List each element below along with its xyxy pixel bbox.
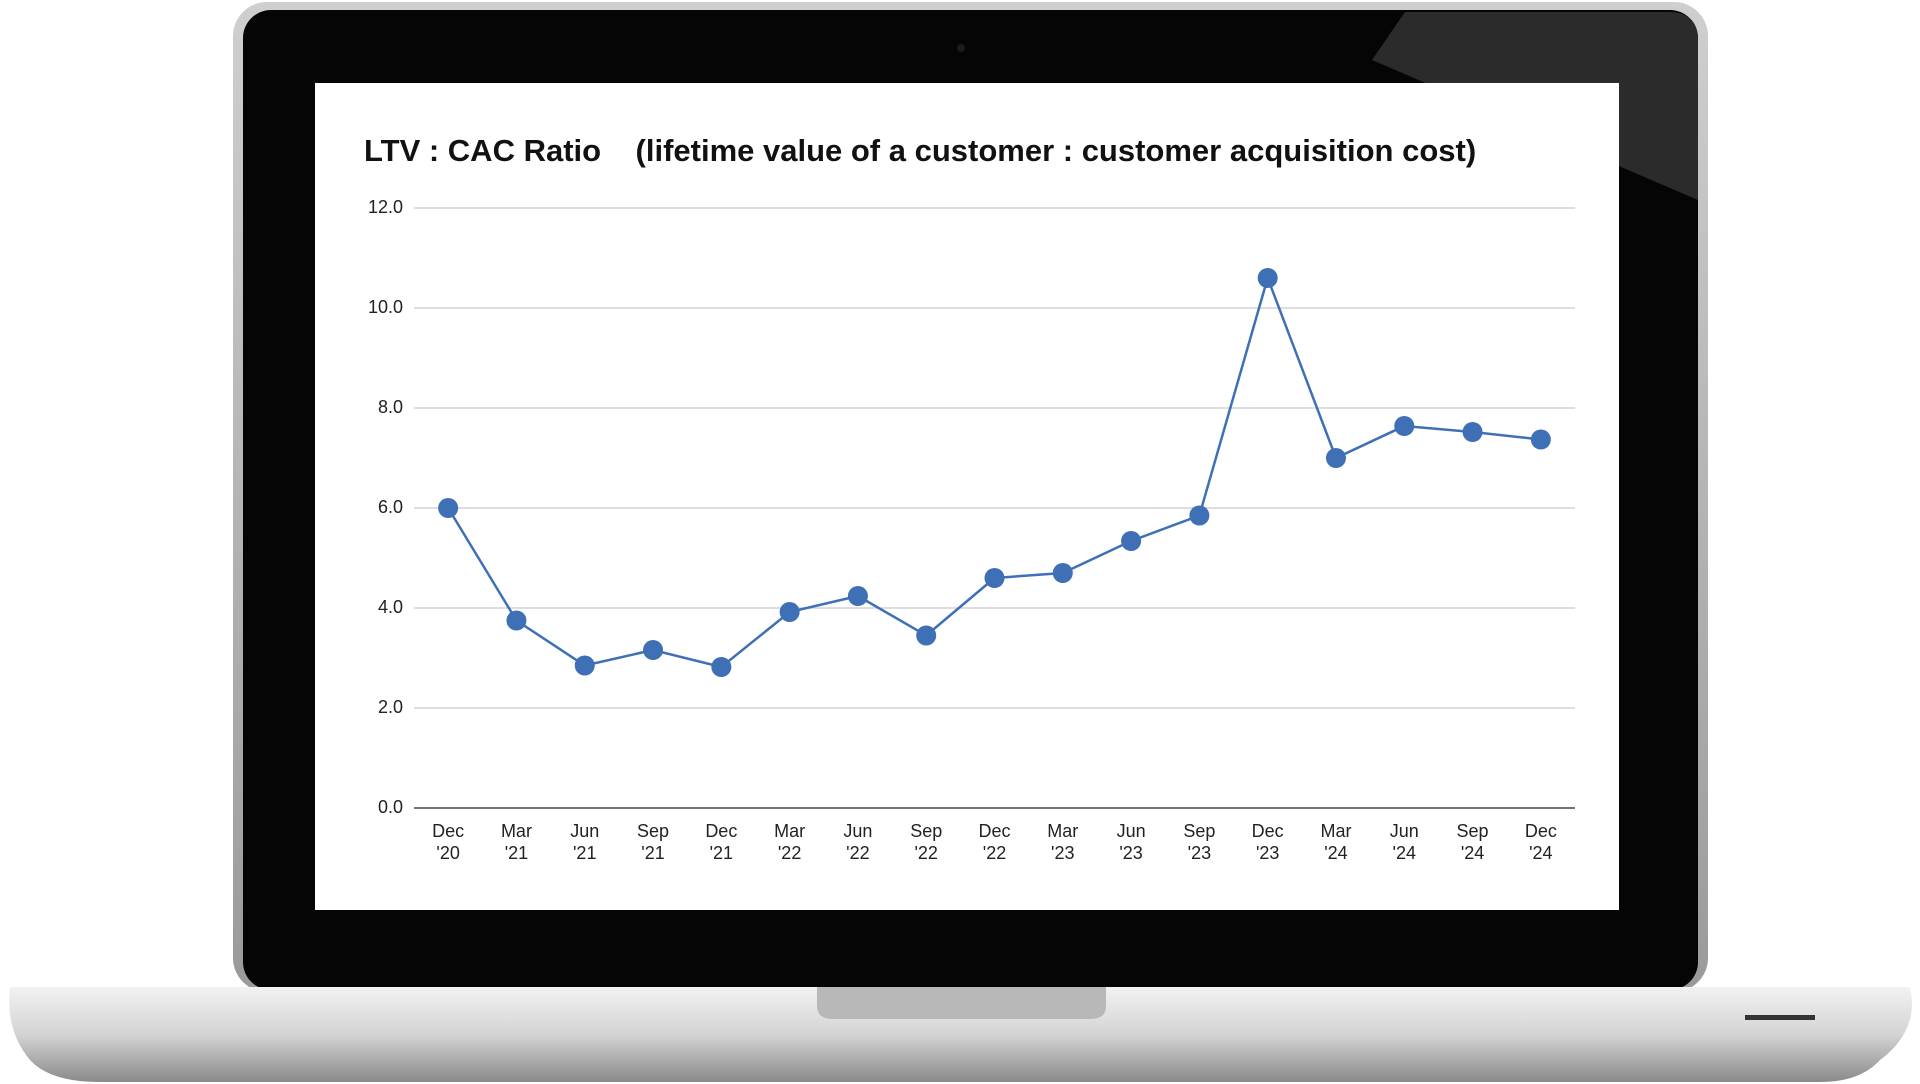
x-tick-label-line: Jun <box>570 821 599 841</box>
x-tick-label-line: Dec <box>978 821 1010 841</box>
x-tick-label-line: Dec <box>432 821 464 841</box>
data-point <box>574 655 595 676</box>
x-tick-label-line: Mar <box>501 821 532 841</box>
data-point <box>506 610 527 631</box>
x-tick-label: Dec '23 <box>1252 821 1284 863</box>
y-tick-label: 6.0 <box>378 497 403 517</box>
data-point <box>1530 429 1551 450</box>
x-tick-label: Dec '24 <box>1525 821 1557 863</box>
data-point <box>711 657 732 677</box>
y-tick-label: 12.0 <box>368 197 403 217</box>
x-tick-label-line: Sep <box>637 821 669 841</box>
x-tick-label: Sep '22 <box>910 821 942 863</box>
y-tick-label: 0.0 <box>378 797 403 817</box>
x-tick-label-line: '21 <box>505 843 528 863</box>
x-tick-label-line: '21 <box>641 843 664 863</box>
notch <box>817 987 1106 1019</box>
x-tick-label-line: Jun <box>843 821 872 841</box>
x-tick-label-line: '21 <box>710 843 733 863</box>
data-point <box>1052 563 1073 583</box>
x-tick-label-line: Dec <box>1525 821 1557 841</box>
data-point <box>1462 422 1483 442</box>
x-tick-label: Dec '22 <box>978 821 1010 863</box>
x-tick-label-line: '22 <box>983 843 1006 863</box>
data-point <box>1121 531 1142 551</box>
x-tick-label-line: '24 <box>1461 843 1484 863</box>
indicator <box>1745 1015 1815 1020</box>
x-tick-label-line: '23 <box>1256 843 1279 863</box>
x-tick-label-line: '23 <box>1119 843 1142 863</box>
chart-title: LTV : CAC Ratio (lifetime value of a cus… <box>364 133 1476 168</box>
data-point <box>847 586 868 606</box>
x-tick-label-line: '23 <box>1051 843 1074 863</box>
x-tick-label-line: '20 <box>436 843 459 863</box>
x-tick-label: Sep '23 <box>1183 821 1215 863</box>
x-tick-label-line: Sep <box>910 821 942 841</box>
x-tick-label: Sep '21 <box>637 821 669 863</box>
x-tick-label: Dec '20 <box>432 821 464 863</box>
data-point <box>1325 448 1346 468</box>
x-tick-label-line: '22 <box>846 843 869 863</box>
x-tick-label-line: Mar <box>1047 821 1078 841</box>
chart: LTV : CAC Ratio (lifetime value of a cus… <box>364 133 1575 863</box>
x-tick-label: Jun '22 <box>843 821 872 863</box>
data-point <box>643 640 664 660</box>
data-point <box>984 568 1005 588</box>
x-tick-label-line: Dec <box>705 821 737 841</box>
x-tick-label-line: '24 <box>1324 843 1347 863</box>
x-tick-label-line: '22 <box>778 843 801 863</box>
x-tick-label: Mar '22 <box>774 821 805 863</box>
x-tick-label: Jun '24 <box>1390 821 1419 863</box>
x-tick-label-line: Sep <box>1183 821 1215 841</box>
x-tick-label: Jun '23 <box>1117 821 1146 863</box>
data-point <box>916 625 937 646</box>
x-tick-label: Dec '21 <box>705 821 737 863</box>
y-tick-label: 8.0 <box>378 397 403 417</box>
x-tick-label: Mar '24 <box>1320 821 1351 863</box>
x-tick-label-line: Jun <box>1117 821 1146 841</box>
x-tick-label-line: Mar <box>1320 821 1351 841</box>
x-tick-label-line: '24 <box>1393 843 1416 863</box>
x-tick-label: Sep '24 <box>1457 821 1489 863</box>
data-point <box>1257 268 1278 288</box>
x-tick-label: Mar '21 <box>501 821 532 863</box>
camera <box>957 44 965 52</box>
x-tick-label-line: '21 <box>573 843 596 863</box>
data-point <box>779 602 800 622</box>
y-tick-label: 10.0 <box>368 297 403 317</box>
x-tick-label-line: Dec <box>1252 821 1284 841</box>
x-tick-label-line: '24 <box>1529 843 1552 863</box>
x-tick-label: Mar '23 <box>1047 821 1078 863</box>
screen <box>315 83 1619 910</box>
x-tick-label-line: Jun <box>1390 821 1419 841</box>
y-tick-label: 2.0 <box>378 697 403 717</box>
laptop-base <box>9 987 1913 1082</box>
x-tick-label: Jun '21 <box>570 821 599 863</box>
y-tick-label: 4.0 <box>378 597 403 617</box>
x-tick-label-line: Mar <box>774 821 805 841</box>
data-point <box>438 498 459 518</box>
data-point <box>1394 416 1415 436</box>
x-tick-label-line: '23 <box>1188 843 1211 863</box>
x-tick-label-line: '22 <box>914 843 937 863</box>
x-tick-label-line: Sep <box>1457 821 1489 841</box>
data-point <box>1189 505 1210 526</box>
